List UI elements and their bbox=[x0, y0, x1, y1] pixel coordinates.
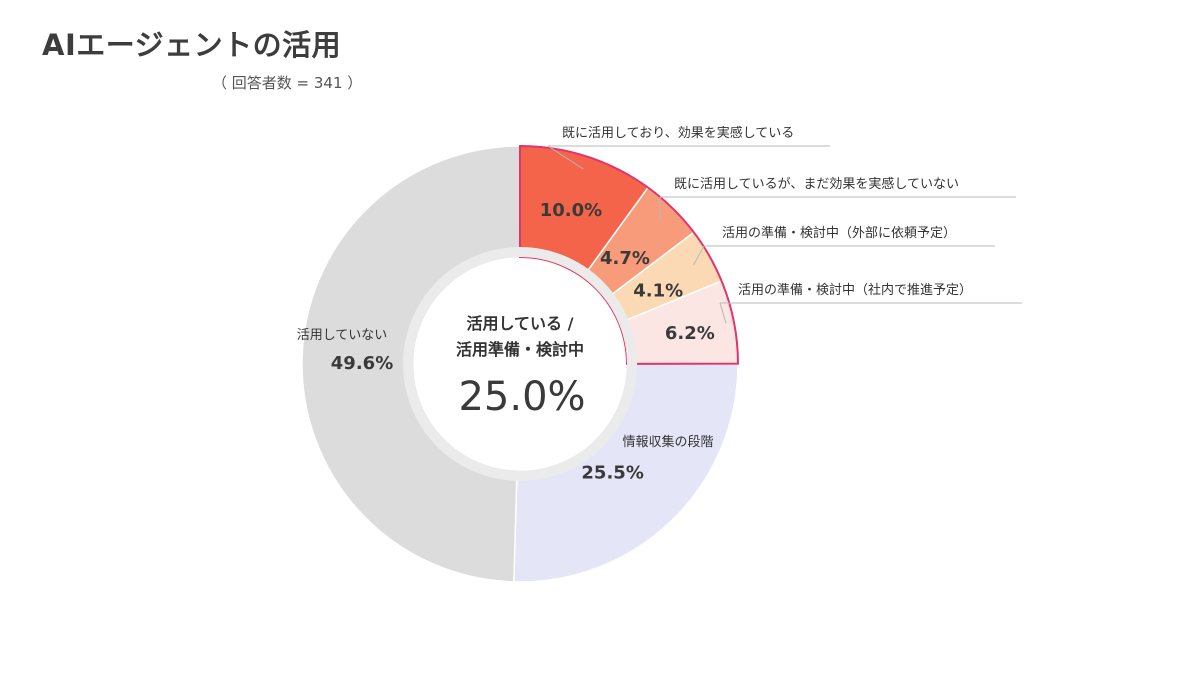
leader-line-1 bbox=[547, 145, 584, 170]
pct-label-5: 25.5% bbox=[581, 462, 643, 483]
category-label-6: 活用していない bbox=[297, 328, 388, 343]
pct-label-3: 4.1% bbox=[633, 281, 683, 302]
center-disc bbox=[414, 258, 626, 470]
chart-title: AIエージェントの活用 bbox=[42, 28, 342, 62]
inner-ring bbox=[403, 247, 637, 481]
pct-label-6: 49.6% bbox=[331, 353, 393, 374]
callout-label-2: 既に活用しているが、まだ効果を実感していない bbox=[674, 176, 959, 192]
callout-label-1: 既に活用しており、効果を実感している bbox=[562, 125, 794, 141]
center-label-line1: 活用している / bbox=[467, 314, 574, 333]
category-label-5: 情報収集の段階 bbox=[622, 434, 713, 450]
labels-group: 10.0% 4.7% 4.1% 6.2% 25.5% 49.6% 既に活用しており、効果を実… bbox=[297, 125, 1022, 483]
pct-label-2: 4.7% bbox=[600, 248, 650, 269]
leader-line-4 bbox=[719, 302, 727, 324]
group-border bbox=[519, 144, 740, 365]
pct-label-1: 10.0% bbox=[540, 200, 602, 221]
pct-label-4: 6.2% bbox=[665, 323, 715, 344]
chart-subtitle: （ 回答者数 = 341 ） bbox=[212, 74, 363, 92]
center-label-line2: 活用準備・検討中 bbox=[456, 340, 584, 359]
center-value: 25.0% bbox=[458, 374, 585, 420]
callout-label-3: 活用の準備・検討中（外部に依頼予定） bbox=[722, 225, 956, 241]
callout-label-4: 活用の準備・検討中（社内で推進予定） bbox=[738, 282, 972, 298]
leader-line-3 bbox=[693, 245, 705, 265]
